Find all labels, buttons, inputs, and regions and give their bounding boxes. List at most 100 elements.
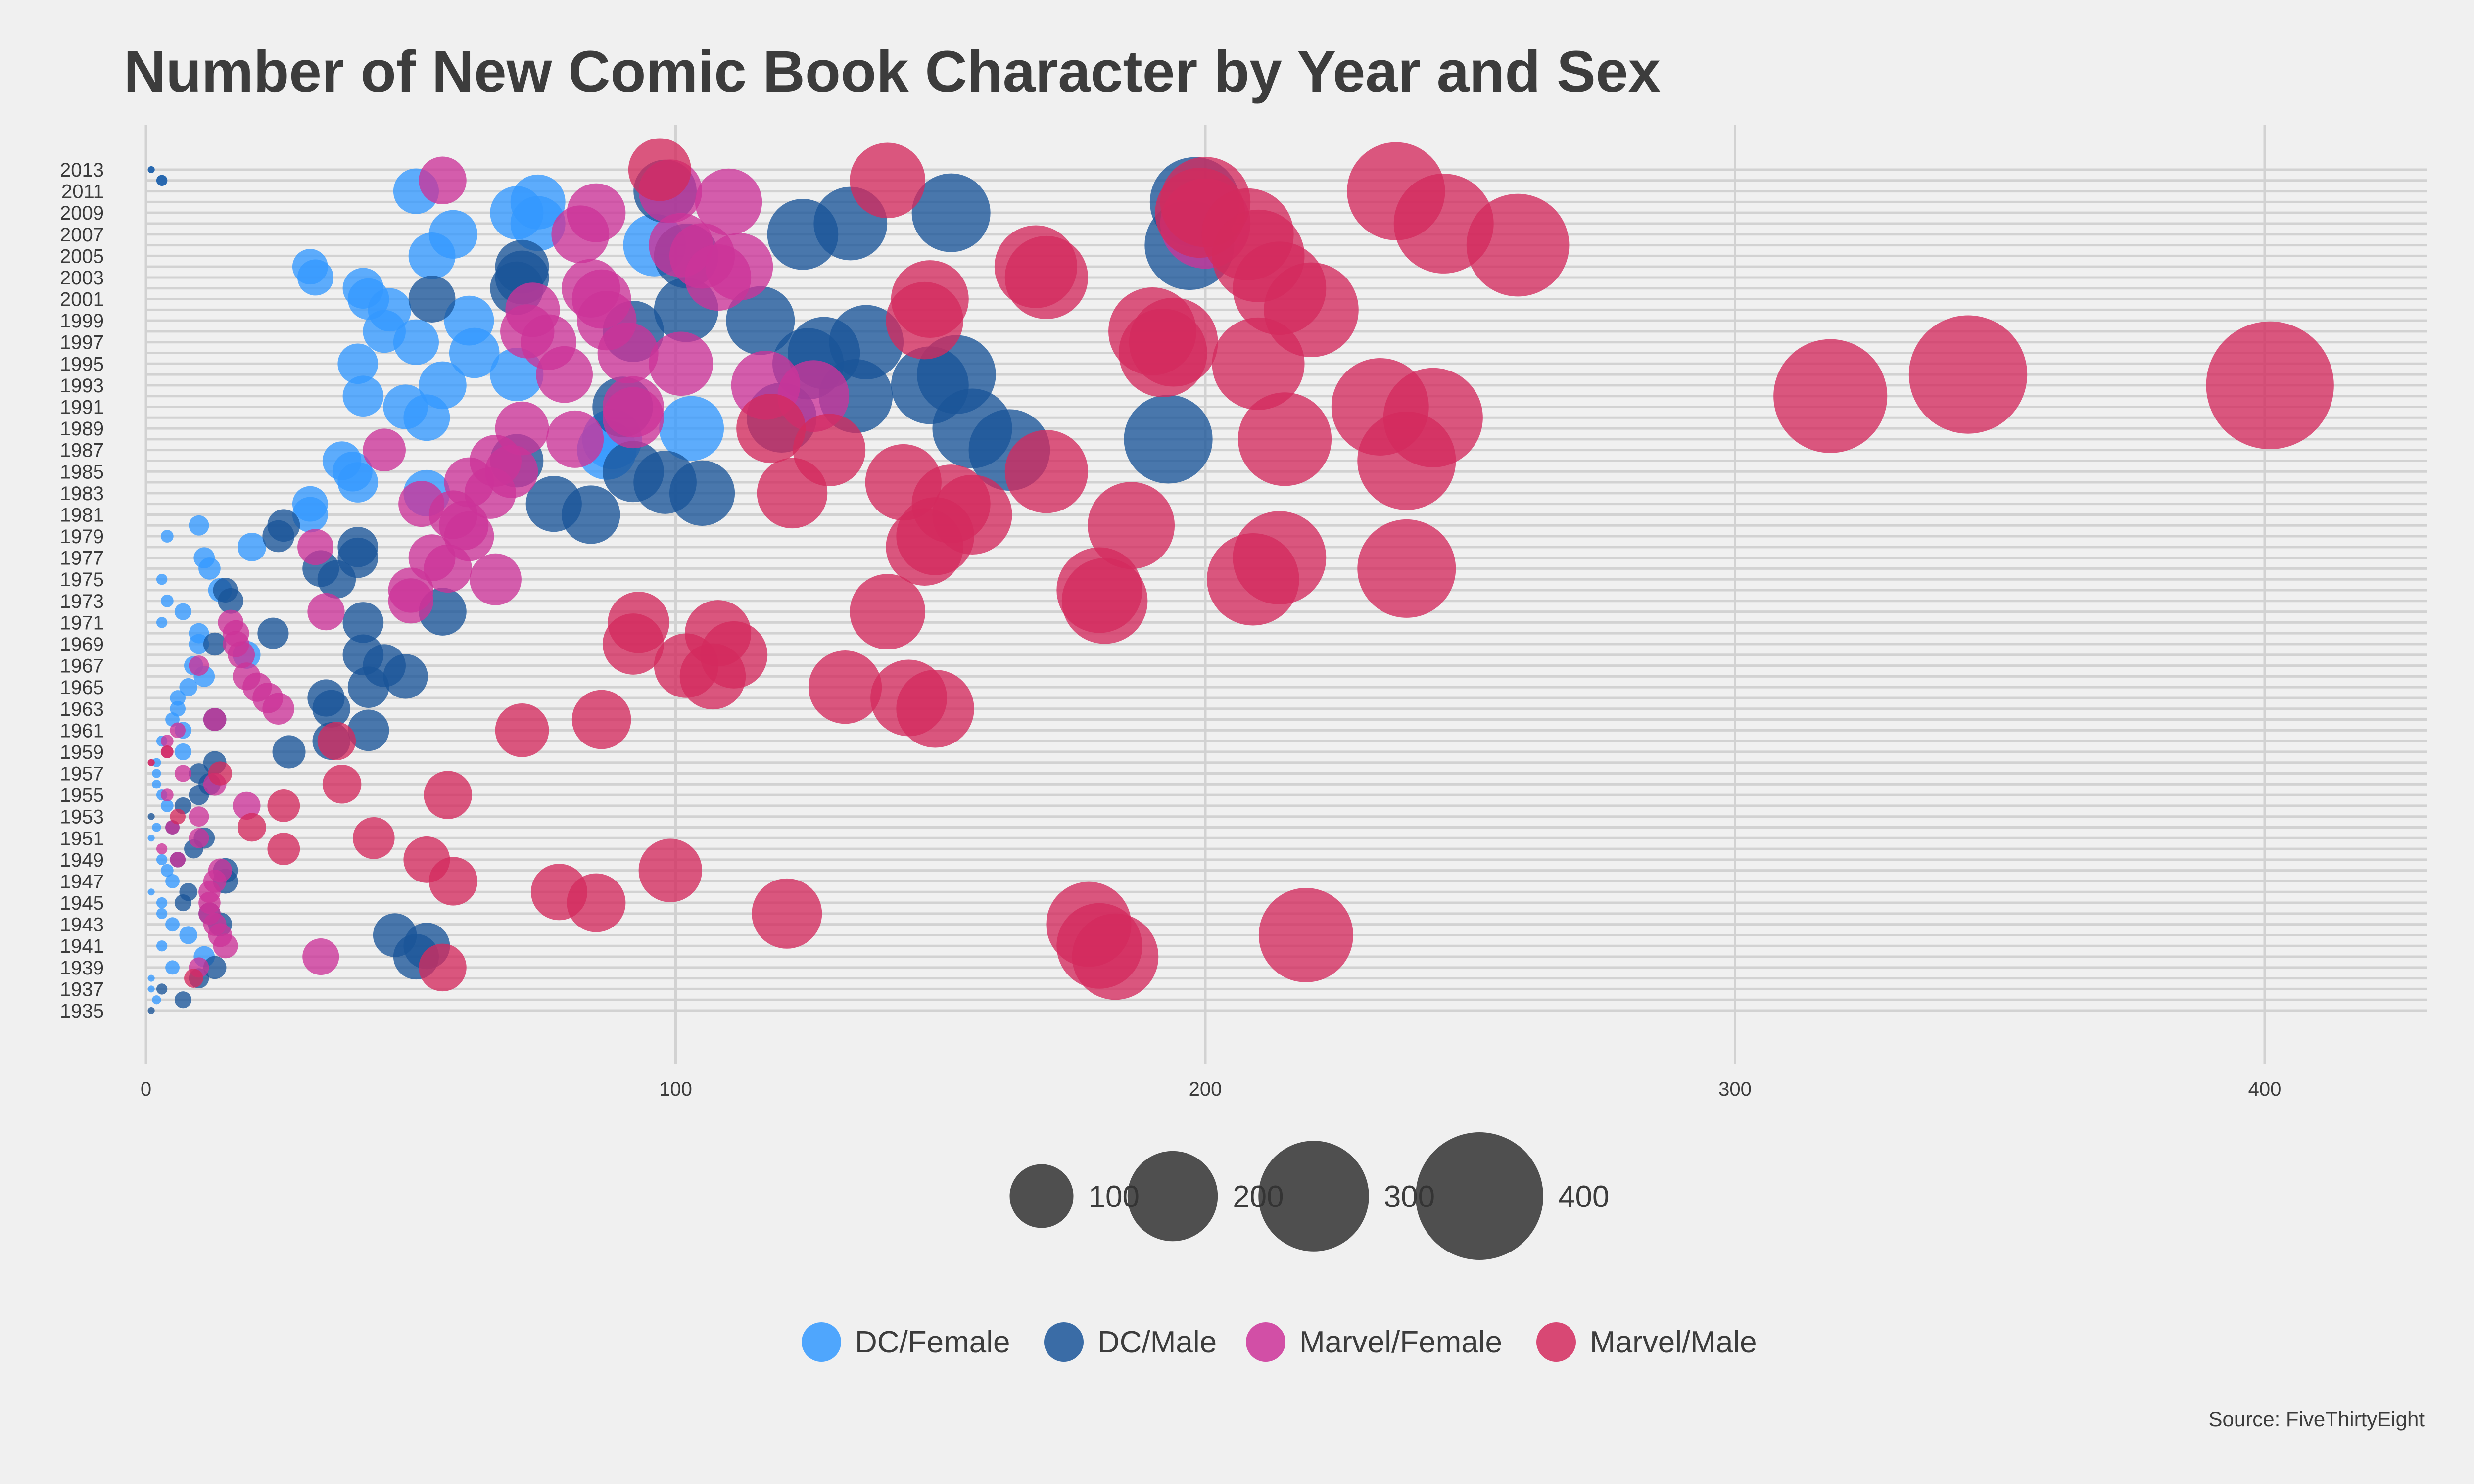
point-marvel-female: [189, 828, 209, 848]
point-dc-female: [170, 690, 186, 706]
point-dc-male: [317, 560, 356, 599]
point-dc-female: [449, 327, 500, 378]
point-dc-male: [189, 785, 209, 805]
x-tick-label: 200: [1189, 1078, 1222, 1100]
y-tick-label: 1945: [60, 892, 104, 914]
x-tick-label: 0: [141, 1078, 151, 1100]
color-legend-swatch: [1044, 1322, 1084, 1362]
point-dc-female: [160, 799, 174, 812]
y-tick-label: 1985: [60, 461, 104, 483]
y-tick-label: 1967: [60, 655, 104, 677]
point-dc-female: [179, 678, 197, 696]
point-dc-female: [189, 634, 209, 654]
y-tick-label: 1965: [60, 677, 104, 698]
point-marvel-male: [170, 808, 186, 825]
color-legend-label: DC/Male: [1097, 1325, 1217, 1359]
point-dc-male: [156, 983, 168, 995]
point-marvel-male: [1773, 339, 1888, 453]
y-tick-label: 2007: [60, 224, 104, 246]
point-dc-male: [257, 617, 289, 649]
point-marvel-male: [1207, 533, 1299, 626]
point-dc-male: [147, 813, 155, 820]
point-dc-female: [337, 462, 378, 503]
point-marvel-male: [850, 142, 926, 219]
point-marvel-male: [567, 873, 626, 932]
size-legend-circle: [1009, 1164, 1074, 1228]
point-marvel-female: [174, 765, 192, 782]
y-tick-label: 1955: [60, 785, 104, 806]
point-marvel-male: [1004, 235, 1088, 320]
point-marvel-female: [228, 641, 255, 669]
point-marvel-male: [679, 643, 746, 710]
point-dc-male: [767, 198, 839, 270]
point-dc-male: [347, 709, 389, 751]
point-dc-female: [156, 897, 168, 909]
point-marvel-male: [886, 508, 963, 586]
point-dc-female: [238, 532, 266, 561]
y-tick-label: 2011: [61, 181, 104, 203]
point-dc-female: [147, 888, 155, 896]
point-marvel-female: [695, 168, 762, 236]
source-note: Source: FiveThirtyEight: [2209, 1407, 2425, 1431]
point-marvel-male: [208, 761, 233, 786]
y-tick-label: 1981: [60, 504, 104, 526]
point-marvel-male: [238, 813, 266, 842]
y-tick-label: 1979: [60, 526, 104, 548]
point-dc-female: [189, 515, 209, 536]
point-marvel-male: [495, 703, 549, 757]
point-dc-female: [165, 960, 180, 975]
point-marvel-male: [886, 281, 963, 360]
point-marvel-male: [1908, 315, 2028, 434]
point-marvel-female: [419, 156, 467, 205]
y-tick-label: 1995: [60, 353, 104, 375]
point-marvel-male: [1088, 482, 1175, 569]
point-dc-male: [1124, 395, 1213, 484]
point-dc-male: [262, 520, 294, 553]
point-dc-female: [659, 396, 724, 461]
point-dc-female: [160, 864, 174, 877]
point-marvel-male: [322, 765, 362, 804]
point-marvel-female: [233, 791, 261, 820]
size-legend: 100 200 300 400: [1009, 1132, 1609, 1260]
y-tick-label: 2005: [60, 245, 104, 267]
y-tick-label: 1971: [60, 612, 104, 634]
point-marvel-female: [189, 655, 209, 676]
point-dc-female: [408, 232, 456, 279]
point-dc-female: [156, 574, 168, 585]
point-marvel-male: [424, 771, 472, 819]
point-marvel-female: [297, 529, 334, 565]
point-marvel-male: [850, 574, 926, 649]
point-dc-female: [156, 617, 168, 628]
y-tick-label: 1963: [60, 698, 104, 720]
point-dc-female: [160, 530, 174, 543]
point-marvel-male: [1072, 913, 1159, 1000]
y-tick-label: 1939: [60, 957, 104, 979]
point-marvel-male: [628, 138, 691, 201]
y-tick-label: 1941: [60, 935, 104, 957]
y-tick-label: 1953: [60, 806, 104, 828]
point-marvel-female: [388, 578, 433, 624]
point-marvel-male: [1118, 309, 1207, 397]
point-marvel-male: [147, 759, 155, 766]
point-marvel-male: [1357, 519, 1456, 618]
point-marvel-male: [736, 394, 806, 464]
color-legend-label: Marvel/Female: [1299, 1325, 1502, 1359]
point-marvel-male: [353, 817, 395, 859]
point-dc-male: [911, 173, 991, 252]
point-marvel-female: [685, 244, 752, 311]
point-marvel-female: [213, 933, 238, 959]
point-marvel-male: [1237, 392, 1332, 486]
point-dc-female: [156, 940, 168, 952]
point-dc-female: [152, 758, 161, 767]
point-marvel-male: [638, 838, 702, 902]
point-dc-female: [156, 908, 168, 920]
y-tick-label: 1993: [60, 375, 104, 397]
x-axis-ticks: 0 100 200 300 400: [141, 1078, 2282, 1100]
point-marvel-female: [602, 387, 664, 449]
point-dc-female: [147, 974, 155, 982]
point-dc-female: [147, 835, 155, 842]
x-tick-label: 100: [659, 1078, 692, 1100]
point-dc-female: [342, 375, 384, 417]
y-tick-label: 2003: [60, 267, 104, 289]
